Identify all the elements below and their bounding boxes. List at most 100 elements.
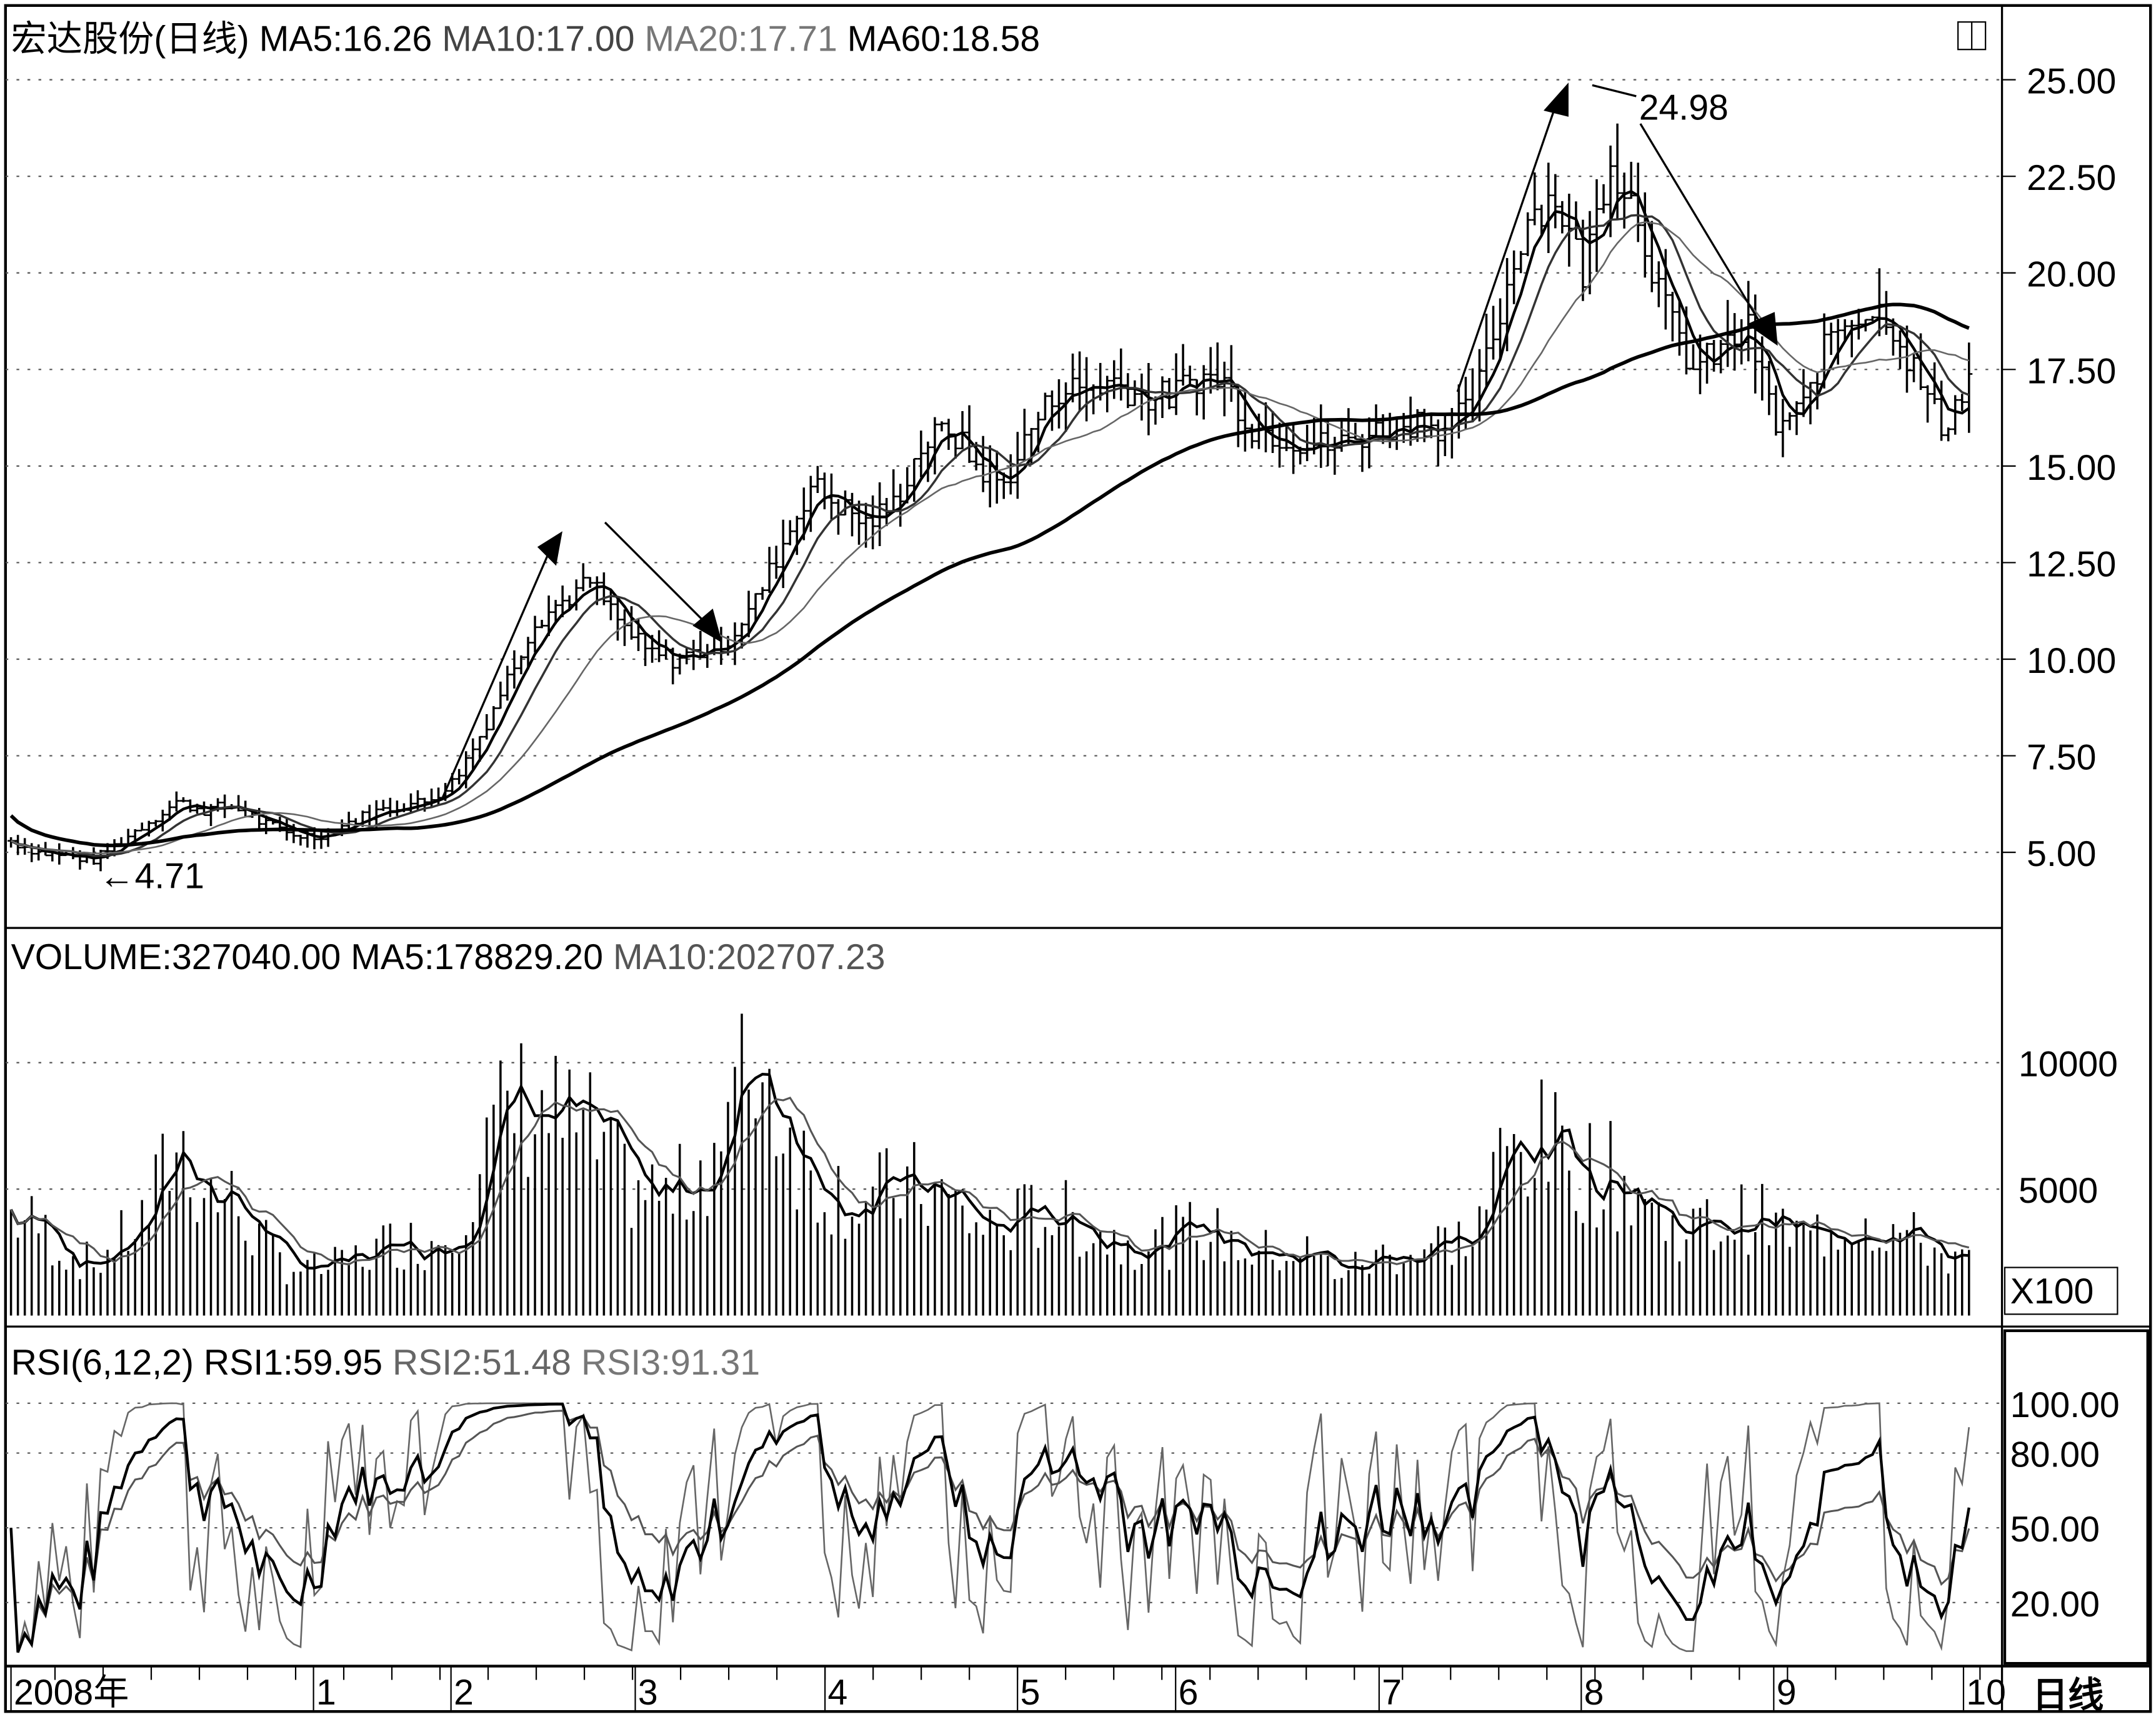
price-bar <box>1959 394 1966 411</box>
ma60-legend: MA60:18.58 <box>847 19 1040 59</box>
price-bar <box>1324 421 1332 466</box>
price-bar <box>945 419 952 450</box>
price-tick-label: 20.00 <box>2027 255 2116 295</box>
price-bar <box>511 650 518 689</box>
price-bar <box>931 417 939 475</box>
x-tick-label: 10 <box>1966 1673 2006 1713</box>
rsi-axis-box <box>2003 1329 2149 1665</box>
x-tick-label: 1 <box>316 1673 336 1713</box>
price-bar <box>1110 360 1118 399</box>
rsi-tick-label: 50.00 <box>2010 1510 2100 1550</box>
volume-ma5-line <box>9 1072 1969 1270</box>
price-bar <box>1579 219 1587 301</box>
price-bar <box>745 590 752 637</box>
price-bar <box>793 515 801 555</box>
price-bar <box>1497 298 1504 359</box>
price-bar <box>1538 204 1545 234</box>
price-bar <box>938 421 946 432</box>
stock-name: 宏达股份(日线) <box>11 19 249 59</box>
price-bar <box>786 520 794 545</box>
price-bar <box>586 577 594 588</box>
price-bar <box>552 600 559 624</box>
price-bar <box>1600 184 1607 214</box>
price-bar <box>1669 292 1676 342</box>
volume-tick-label: 5000 <box>2019 1171 2098 1211</box>
price-bar <box>924 441 932 482</box>
price-bar <box>1048 391 1056 431</box>
rsi2-line <box>10 1410 1970 1653</box>
rsi3-legend: RSI3:91.31 <box>581 1343 760 1383</box>
price-bar <box>1462 377 1469 430</box>
price-bar <box>1269 411 1277 453</box>
price-bar <box>1207 347 1214 394</box>
price-bar <box>1710 340 1718 372</box>
price-bar <box>614 598 621 641</box>
price-bar <box>1841 319 1849 341</box>
x-tick-label: 6 <box>1179 1673 1199 1713</box>
price-bar <box>952 433 959 459</box>
price-bar <box>1434 419 1442 467</box>
price-bar <box>1021 409 1028 461</box>
price-bar <box>1855 309 1862 340</box>
price-tick-label: 15.00 <box>2027 448 2116 488</box>
price-bar <box>531 615 539 653</box>
price-bar <box>807 475 814 532</box>
price-bar <box>772 545 780 579</box>
price-bar <box>1345 408 1352 445</box>
rsi1-legend: RSI1:59.95 <box>204 1343 382 1383</box>
price-bar <box>1179 344 1187 386</box>
price-bar <box>1283 426 1290 452</box>
price-bar <box>1896 330 1904 369</box>
price-bar <box>1697 334 1704 394</box>
price-bar <box>379 799 387 811</box>
price-tick-label: 17.50 <box>2027 351 2116 391</box>
price-bar <box>1800 369 1807 417</box>
price-bar <box>1220 361 1228 417</box>
price-bar <box>1552 174 1559 229</box>
price-bar <box>579 563 587 592</box>
price-bar <box>538 620 546 629</box>
trend-arrows <box>441 82 1778 798</box>
price-bar <box>1910 354 1918 382</box>
ma20-line <box>11 221 1970 855</box>
price-bar <box>656 630 663 662</box>
period-label[interactable]: 日线 <box>2032 1676 2104 1716</box>
price-bar <box>490 706 497 730</box>
price-bar <box>628 606 636 640</box>
price-bar <box>1779 399 1787 457</box>
price-bar <box>1965 342 1973 433</box>
price-bar <box>1848 320 1855 357</box>
price-bar <box>1510 250 1518 304</box>
price-bar <box>849 492 856 537</box>
price-bar <box>814 465 821 494</box>
price-tick-label: 12.50 <box>2027 544 2116 584</box>
price-bar <box>297 835 304 846</box>
x-tick-label: 4 <box>828 1673 848 1713</box>
price-bar <box>159 809 166 832</box>
x-tick-label: 8 <box>1584 1673 1604 1713</box>
price-bar <box>1248 424 1255 449</box>
price-bar <box>1641 192 1649 278</box>
price-bar <box>966 405 973 463</box>
price-bar <box>1565 193 1573 267</box>
price-bar <box>759 587 766 600</box>
ma5-line <box>10 190 1970 860</box>
price-bar <box>166 800 173 821</box>
price-bar <box>179 797 187 803</box>
price-title: 宏达股份(日线) MA5:16.26 MA10:17.00 MA20:17.71… <box>11 19 1041 59</box>
price-bar <box>766 547 773 593</box>
price-bar <box>469 738 477 772</box>
volume-unit: X100 <box>2010 1272 2094 1311</box>
price-bar <box>1827 322 1835 356</box>
price-bar <box>1227 345 1235 402</box>
rsi-tick-label: 20.00 <box>2010 1585 2100 1625</box>
price-bar <box>1076 351 1084 412</box>
price-bar <box>897 484 904 527</box>
price-bar <box>1007 454 1014 495</box>
price-bar <box>911 457 918 502</box>
ma20-legend: MA20:17.71 <box>644 19 837 59</box>
price-bar <box>1731 313 1739 371</box>
price-bar <box>1675 299 1683 356</box>
price-bar <box>1124 373 1132 409</box>
